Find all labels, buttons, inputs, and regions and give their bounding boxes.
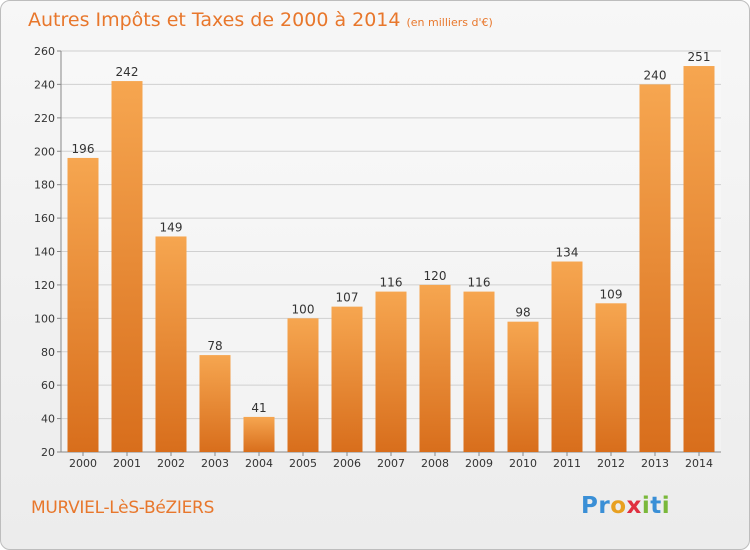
y-tick-label: 60 [41, 379, 55, 392]
logo-letter: i [641, 493, 651, 519]
x-tick-label: 2014 [685, 457, 713, 470]
logo-letter: o [610, 493, 627, 519]
y-tick-label: 240 [34, 78, 55, 91]
bar [507, 321, 539, 452]
y-tick-label: 120 [34, 279, 55, 292]
x-tick-label: 2005 [289, 457, 317, 470]
x-tick-label: 2003 [201, 457, 229, 470]
bar [331, 306, 363, 452]
bar-value-label: 41 [251, 401, 266, 415]
bar [419, 284, 451, 452]
y-tick-label: 40 [41, 413, 55, 426]
commune-name: MURVIEL-LèS-BéZIERS [31, 498, 215, 518]
bar [111, 81, 143, 452]
x-tick-label: 2010 [509, 457, 537, 470]
y-tick-label: 100 [34, 312, 55, 325]
x-tick-label: 2007 [377, 457, 405, 470]
bar [155, 236, 187, 452]
bar-value-label: 149 [160, 220, 183, 234]
bar [463, 291, 495, 452]
y-tick-label: 200 [34, 145, 55, 158]
bar-value-label: 100 [292, 302, 315, 316]
bar-value-label: 242 [116, 65, 139, 79]
bar-value-label: 134 [556, 246, 579, 260]
x-tick-label: 2006 [333, 457, 361, 470]
bar-value-label: 116 [468, 276, 491, 290]
bar [67, 157, 99, 452]
bar-value-label: 240 [644, 68, 667, 82]
proxiti-logo: Proxiti [581, 493, 670, 519]
chart-title-unit: (en milliers d'€) [406, 16, 493, 29]
y-tick-label: 20 [41, 446, 55, 459]
logo-letter: i [661, 493, 671, 519]
x-tick-label: 2013 [641, 457, 669, 470]
x-tick-label: 2000 [69, 457, 97, 470]
bar-value-label: 98 [515, 306, 530, 320]
bar [595, 303, 627, 452]
y-tick-label: 220 [34, 112, 55, 125]
bar [551, 261, 583, 452]
bar-value-label: 78 [207, 339, 222, 353]
bar-value-label: 109 [600, 287, 623, 301]
x-tick-label: 2012 [597, 457, 625, 470]
x-tick-label: 2001 [113, 457, 141, 470]
bar [375, 291, 407, 452]
bar-value-label: 107 [336, 291, 359, 305]
logo-letter: x [626, 493, 642, 519]
logo-letter: P [581, 493, 599, 519]
bar-value-label: 120 [424, 269, 447, 283]
bar-value-label: 196 [72, 142, 95, 156]
bar-value-label: 251 [688, 50, 711, 64]
x-tick-label: 2002 [157, 457, 185, 470]
x-tick-label: 2008 [421, 457, 449, 470]
y-tick-label: 80 [41, 346, 55, 359]
y-tick-label: 140 [34, 246, 55, 259]
bar [639, 84, 671, 453]
y-tick-label: 160 [34, 212, 55, 225]
bar [683, 66, 715, 452]
x-tick-label: 2011 [553, 457, 581, 470]
bar-value-label: 116 [380, 276, 403, 290]
x-tick-label: 2009 [465, 457, 493, 470]
y-tick-label: 260 [34, 45, 55, 58]
chart-title-main: Autres Impôts et Taxes de 2000 à 2014 [28, 9, 401, 31]
bar [199, 355, 231, 452]
logo-letter: t [650, 493, 662, 519]
bar [287, 318, 319, 452]
x-tick-label: 2004 [245, 457, 273, 470]
logo-letter: r [598, 493, 611, 519]
bar [243, 416, 275, 452]
chart-title: Autres Impôts et Taxes de 2000 à 2014 (en… [28, 9, 493, 31]
y-tick-label: 180 [34, 179, 55, 192]
